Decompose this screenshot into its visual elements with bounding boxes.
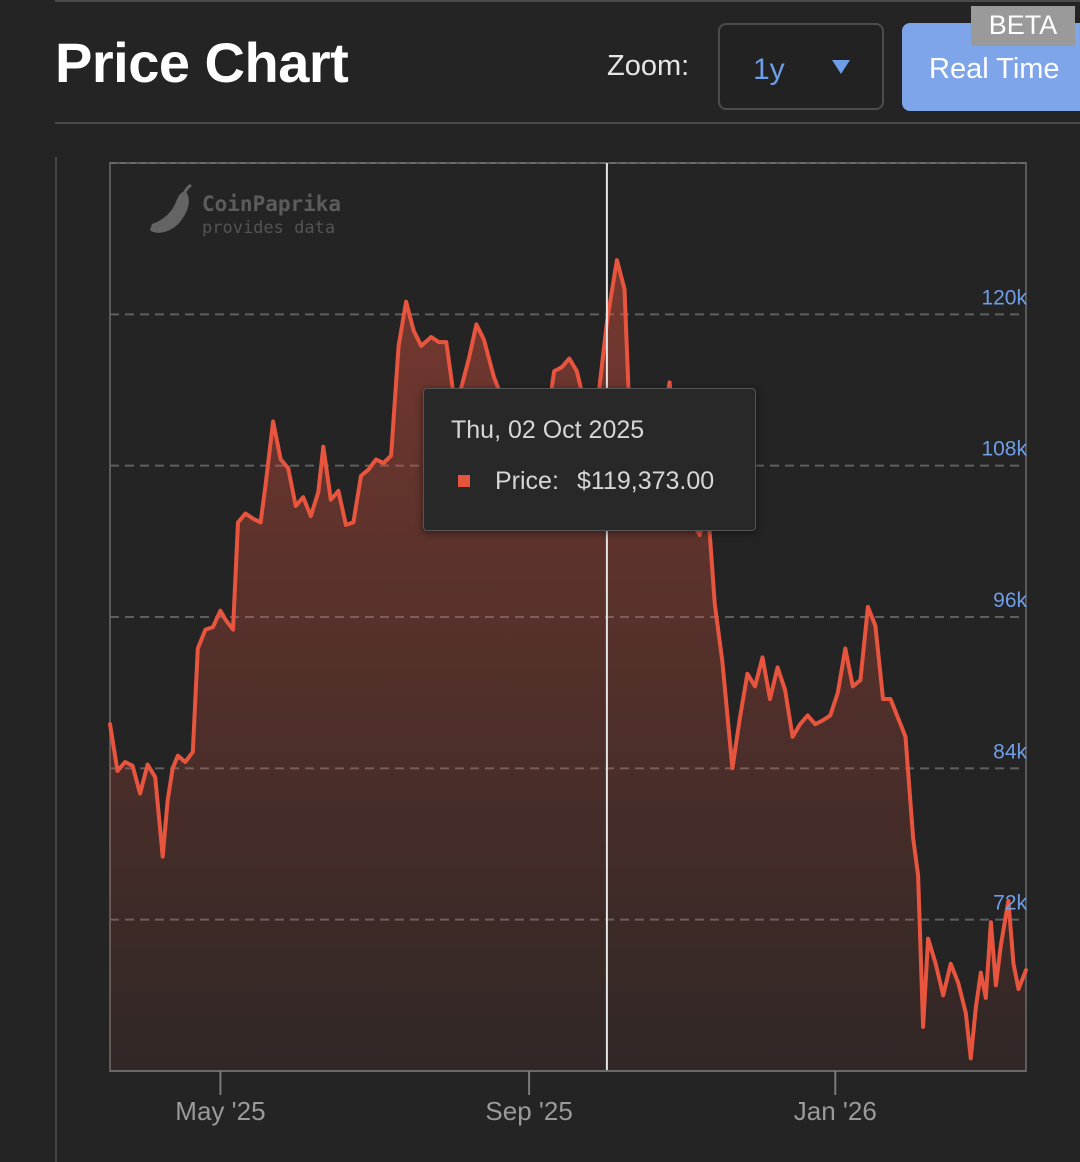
zoom-select[interactable]: 1y [718, 23, 884, 110]
series-marker-icon [458, 475, 470, 487]
zoom-label: Zoom: [607, 50, 690, 82]
y-tick-label: 96k [993, 589, 1027, 612]
y-tick-label: 108k [981, 438, 1027, 461]
page-title: Price Chart [55, 31, 349, 94]
chili-pepper-icon [150, 183, 192, 233]
top-border [55, 0, 1080, 2]
price-area-fill [110, 260, 1026, 1072]
tooltip-price-label: Price: [495, 467, 559, 495]
chevron-down-icon [832, 60, 850, 74]
x-tick-label: Jan '26 [794, 1096, 877, 1126]
real-time-label: Real Time [929, 53, 1060, 85]
coinpaprika-watermark: CoinPaprika provides data [150, 183, 341, 238]
watermark-tagline: provides data [202, 218, 335, 238]
y-tick-label: 84k [993, 740, 1027, 763]
y-tick-label: 72k [993, 892, 1027, 915]
watermark-brand: CoinPaprika [202, 192, 341, 216]
x-tick-label: Sep '25 [485, 1096, 572, 1126]
tooltip-price-value: $119,373.00 [577, 467, 715, 495]
tooltip-date: Thu, 02 Oct 2025 [451, 416, 645, 444]
zoom-selected-value: 1y [753, 53, 785, 86]
left-rule [55, 157, 57, 1162]
y-tick-label: 120k [981, 286, 1027, 309]
header-divider [55, 122, 1080, 124]
price-series-line [108, 258, 1028, 1061]
price-tooltip: Thu, 02 Oct 2025 Price: $119,373.00 [423, 388, 756, 531]
x-tick-label: May '25 [175, 1096, 265, 1126]
beta-badge: BETA [971, 6, 1075, 46]
